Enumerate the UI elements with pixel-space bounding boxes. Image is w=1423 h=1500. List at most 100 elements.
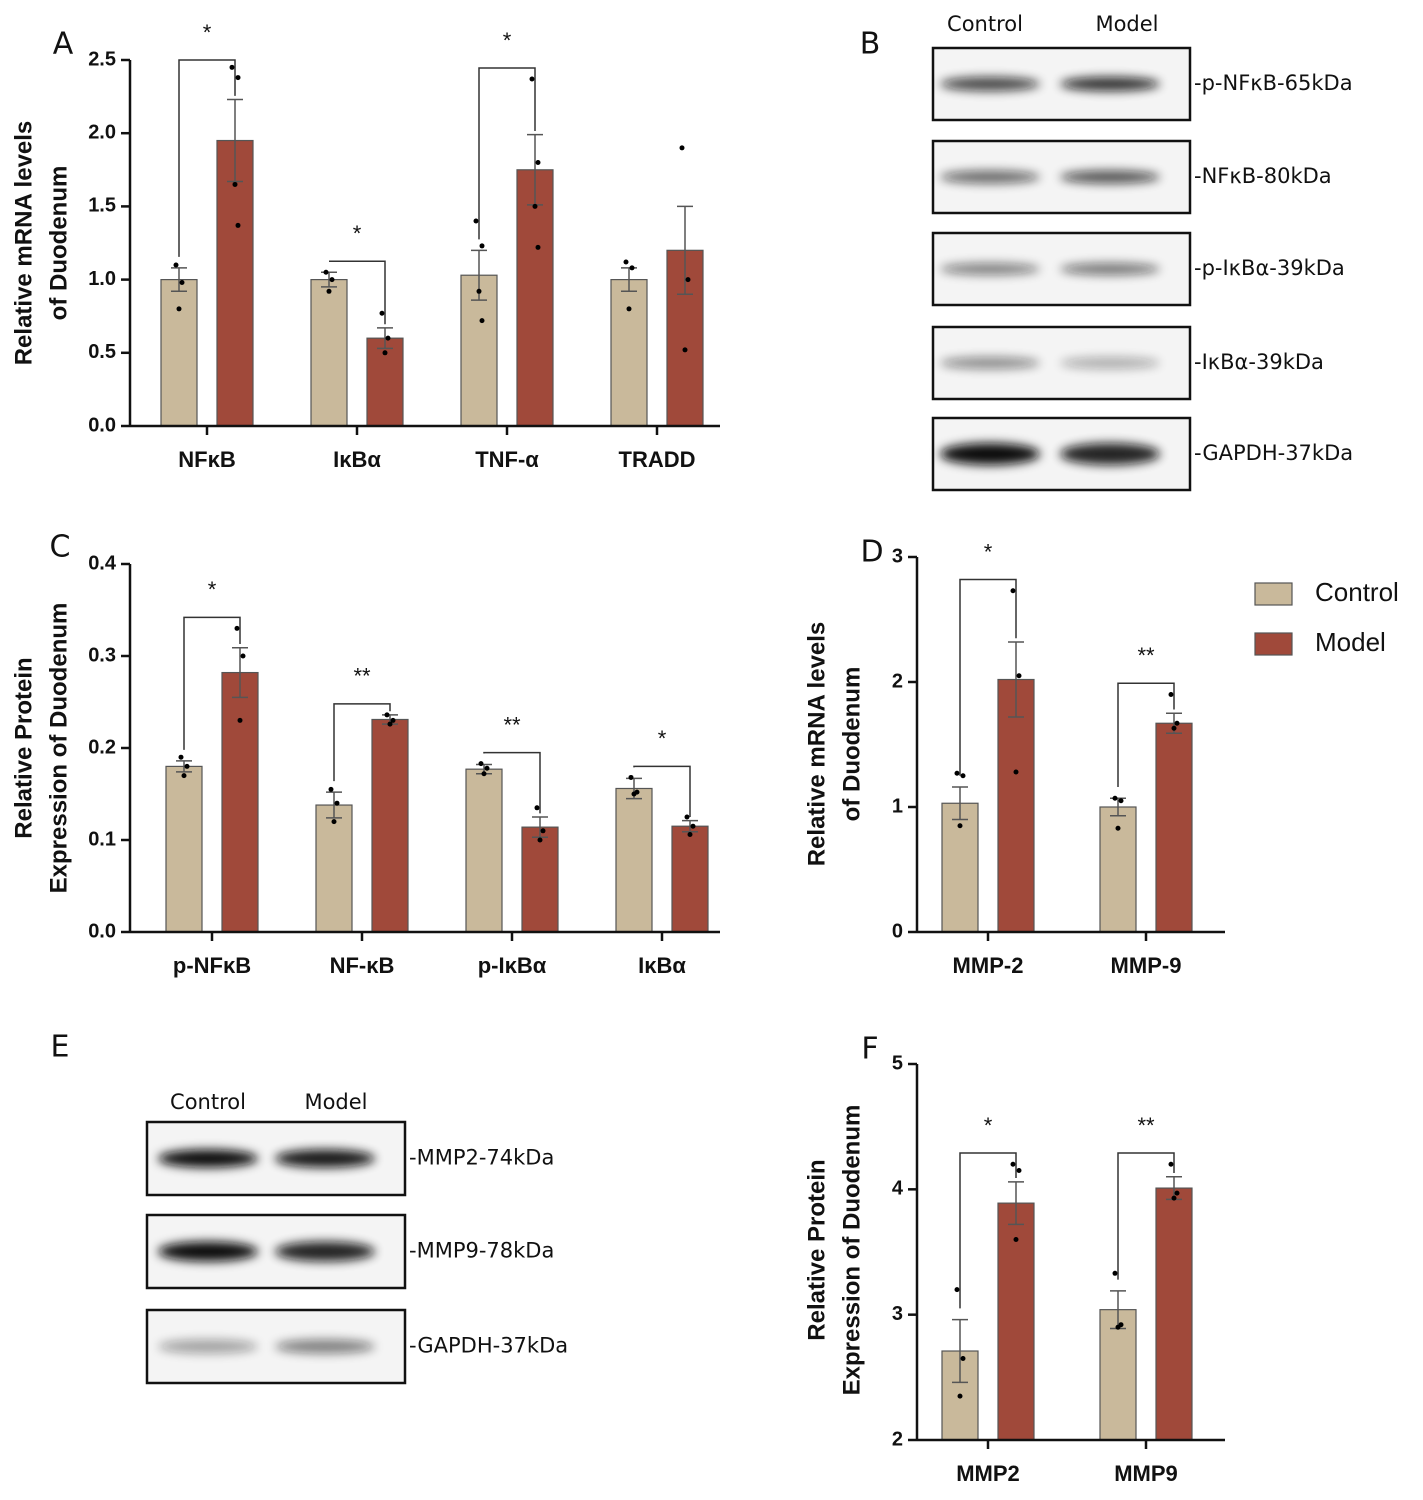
error-bar [677,205,693,295]
lane-label: Control [170,1090,246,1114]
legend-label: Control [1315,577,1399,607]
data-point [237,717,243,723]
data-point [1010,588,1016,594]
significance-bracket [1117,682,1175,787]
data-point [240,653,246,659]
data-point [954,770,960,776]
x-tick-label: TRADD [619,447,696,472]
data-point [628,774,634,780]
bar [671,825,709,933]
data-point [529,76,535,82]
data-point [479,243,485,249]
significance-label: ** [353,664,371,689]
blot-band [1060,357,1160,369]
band-label: -MMP9-78kDa [409,1239,554,1263]
band-label: -NFκB-80kDa [1194,164,1332,188]
blot-band [940,443,1040,465]
lane-label: Model [1095,12,1158,36]
y-tick-label: 0.1 [88,828,116,850]
blot-band [940,170,1040,184]
data-point [1010,1161,1016,1167]
data-point [184,763,190,769]
significance-label: * [203,20,212,45]
data-point [328,786,334,792]
data-point [1171,1195,1177,1201]
data-point [181,773,187,779]
error-bar [232,646,248,699]
y-axis-label: Relative Protein [10,657,37,838]
data-point [334,800,340,806]
y-tick-label: 0.3 [88,644,116,666]
significance-bracket [483,751,541,814]
x-tick-label: MMP-2 [953,953,1024,978]
data-point [1115,825,1121,831]
blot-band [1060,443,1160,465]
legend-label: Model [1315,627,1386,657]
data-point [479,318,485,324]
bar [371,718,409,933]
significance-bracket [478,67,536,240]
significance-label: ** [503,712,521,737]
data-point [537,837,543,843]
data-point [229,64,235,70]
panel-label: D [860,535,883,570]
band-label: -GAPDH-37kDa [409,1334,568,1358]
y-axis-label: Expression of Duodenum [838,1105,865,1396]
x-tick-label: NF-κB [330,953,395,978]
blot-band [275,1241,375,1262]
band-label: -p-NFκB-65kDa [1194,71,1353,95]
y-tick-label: 0.0 [88,920,116,942]
bar [615,787,653,933]
data-point [379,310,385,316]
data-point [1174,720,1180,726]
band-label: -MMP2-74kDa [409,1146,554,1170]
panel-label: B [860,27,881,62]
blot-band [275,1339,375,1354]
data-point [1171,725,1177,731]
significance-label: * [503,28,512,53]
bar [610,279,648,427]
significance-bracket [329,260,386,325]
y-axis-label: Expression of Duodenum [45,603,72,894]
data-point [1016,1168,1022,1174]
data-point [1118,798,1124,804]
significance-bracket [183,616,241,750]
data-point [957,823,963,829]
data-point [685,277,691,283]
y-tick-label: 3 [892,1303,903,1325]
data-point [179,280,185,286]
data-point [540,828,546,834]
y-tick-label: 1.5 [88,195,116,217]
data-point [1013,769,1019,775]
error-bar [532,816,548,838]
error-bar [1008,641,1024,718]
y-tick-label: 2 [892,670,903,692]
error-bar [176,760,192,773]
error-bar [326,791,342,819]
data-point [954,1287,960,1293]
data-point [960,773,966,779]
blot-band [940,357,1040,369]
significance-label: ** [1137,1113,1155,1138]
data-point [232,181,238,187]
bar [941,802,979,933]
data-point [957,1393,963,1399]
y-tick-label: 1.0 [88,268,116,290]
error-bar [227,98,243,183]
data-point [960,1356,966,1362]
y-tick-label: 0.5 [88,341,116,363]
blot-band [158,1339,258,1354]
y-tick-label: 2.5 [88,48,116,70]
x-tick-label: IκBα [333,447,381,472]
data-point [481,771,487,777]
significance-bracket [333,703,391,782]
data-point [684,814,690,820]
data-point [385,335,391,341]
data-point [687,831,693,837]
data-point [532,203,538,209]
y-axis-label: Relative Protein [803,1159,830,1340]
bar [310,279,348,427]
x-tick-label: MMP9 [1114,1461,1178,1486]
data-point [534,805,540,811]
